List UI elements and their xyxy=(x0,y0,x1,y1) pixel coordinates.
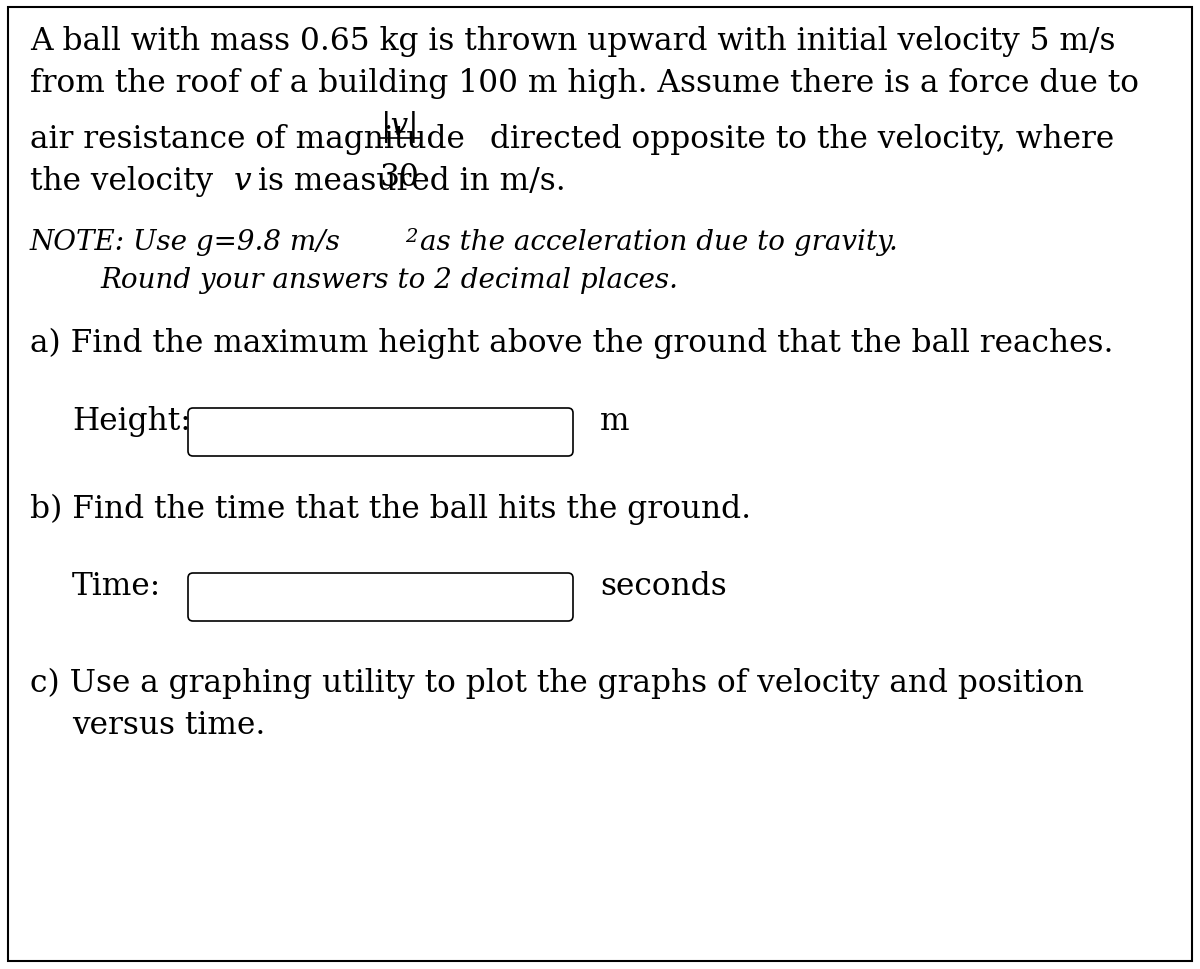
Text: as the acceleration due to gravity.: as the acceleration due to gravity. xyxy=(420,229,898,256)
Text: 30: 30 xyxy=(380,162,420,193)
Text: b) Find the time that the ball hits the ground.: b) Find the time that the ball hits the … xyxy=(30,493,751,524)
Text: v: v xyxy=(234,166,252,197)
Text: |v|: |v| xyxy=(380,110,419,142)
Text: Round your answers to 2 decimal places.: Round your answers to 2 decimal places. xyxy=(100,266,678,294)
FancyBboxPatch shape xyxy=(8,8,1192,961)
Text: directed opposite to the velocity, where: directed opposite to the velocity, where xyxy=(490,124,1115,155)
Text: Time:: Time: xyxy=(72,571,161,602)
Text: seconds: seconds xyxy=(600,571,727,602)
Text: air resistance of magnitude: air resistance of magnitude xyxy=(30,124,464,155)
Text: A ball with mass 0.65 kg is thrown upward with initial velocity 5 m/s: A ball with mass 0.65 kg is thrown upwar… xyxy=(30,26,1116,57)
Text: NOTE: Use g=9.8 m/s: NOTE: Use g=9.8 m/s xyxy=(30,229,341,256)
Text: the velocity: the velocity xyxy=(30,166,214,197)
Text: Height:: Height: xyxy=(72,406,191,437)
Text: is measured in m/s.: is measured in m/s. xyxy=(258,166,565,197)
Text: m: m xyxy=(600,406,630,437)
Text: 2: 2 xyxy=(406,228,418,246)
Text: c) Use a graphing utility to plot the graphs of velocity and position: c) Use a graphing utility to plot the gr… xyxy=(30,667,1084,699)
FancyBboxPatch shape xyxy=(188,574,574,621)
Text: a) Find the maximum height above the ground that the ball reaches.: a) Find the maximum height above the gro… xyxy=(30,328,1114,359)
Text: versus time.: versus time. xyxy=(72,709,265,740)
Text: from the roof of a building 100 m high. Assume there is a force due to: from the roof of a building 100 m high. … xyxy=(30,68,1139,99)
FancyBboxPatch shape xyxy=(188,409,574,456)
